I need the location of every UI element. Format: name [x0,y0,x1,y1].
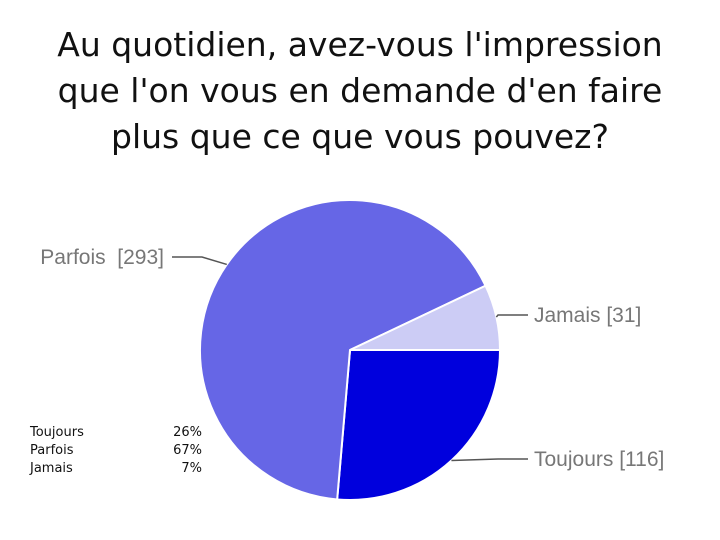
percent-value: 67% [173,443,202,458]
percent-row-toujours: Toujours 26% [30,424,202,442]
percent-row-parfois: Parfois 67% [30,442,202,460]
percent-value: 7% [181,461,202,476]
chart-title-line-2: que l'on vous en demande d'en faire [57,71,663,110]
percent-table: Toujours 26% Parfois 67% Jamais 7% [30,424,202,478]
percent-category: Jamais [30,461,73,476]
percent-category: Toujours [30,425,84,440]
percent-category: Parfois [30,443,74,458]
chart-title: Au quotidien, avez-vous l'impression que… [0,22,720,160]
leader-line [495,314,528,318]
slice-label-parfois: Parfois [293] [40,246,164,269]
leader-line [172,256,228,266]
slice-label-jamais: Jamais [31] [534,304,641,327]
pie-slice-jamais [349,284,502,351]
percent-row-jamais: Jamais 7% [30,460,202,478]
percent-value: 26% [173,425,202,440]
chart-title-line-1: Au quotidien, avez-vous l'impression [57,25,663,64]
pie-slice-toujours [336,349,502,501]
leader-line [451,458,528,462]
slice-label-toujours: Toujours [116] [534,448,664,471]
chart-title-line-3: plus que ce que vous pouvez? [111,117,609,156]
